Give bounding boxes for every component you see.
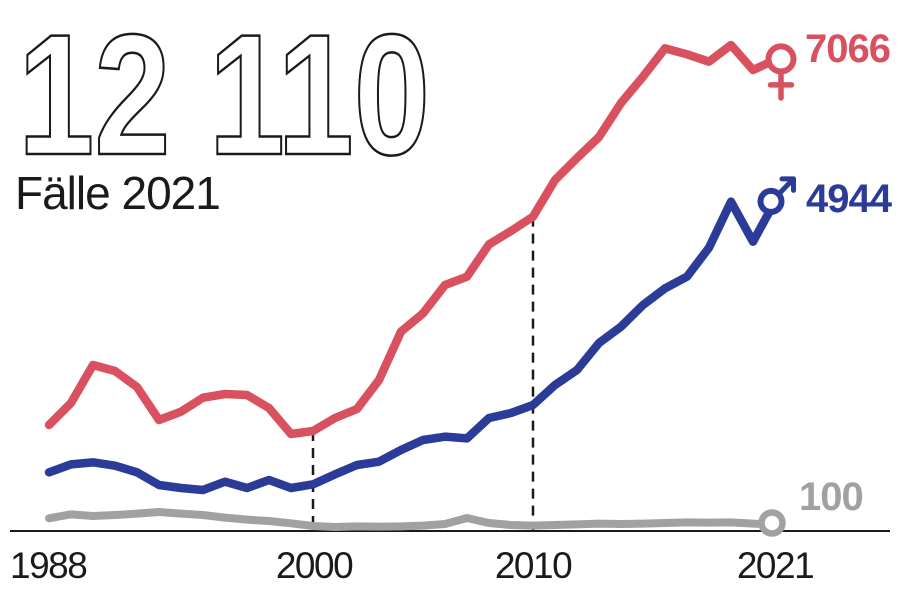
line-unknown <box>45 508 779 531</box>
female-sign-icon <box>765 43 797 101</box>
end-label-unknown: 100 <box>799 475 863 519</box>
end-label-female: 7066 <box>805 27 890 71</box>
x-tick-2021: 2021 <box>737 545 813 586</box>
x-tick-2010: 2010 <box>495 545 572 586</box>
series-lines <box>44 40 780 531</box>
line-female <box>44 40 780 439</box>
male-sign-icon <box>757 176 796 215</box>
open-circle-icon <box>758 509 786 537</box>
series-markers <box>757 43 797 537</box>
line-male <box>44 197 780 495</box>
headline-value: 12 110 <box>18 0 430 191</box>
x-tick-1988: 1988 <box>10 545 86 586</box>
end-label-male: 4944 <box>806 177 893 221</box>
dashed-guides <box>311 216 535 531</box>
headline-label: Fälle 2021 <box>15 167 220 219</box>
x-tick-2000: 2000 <box>276 545 353 586</box>
